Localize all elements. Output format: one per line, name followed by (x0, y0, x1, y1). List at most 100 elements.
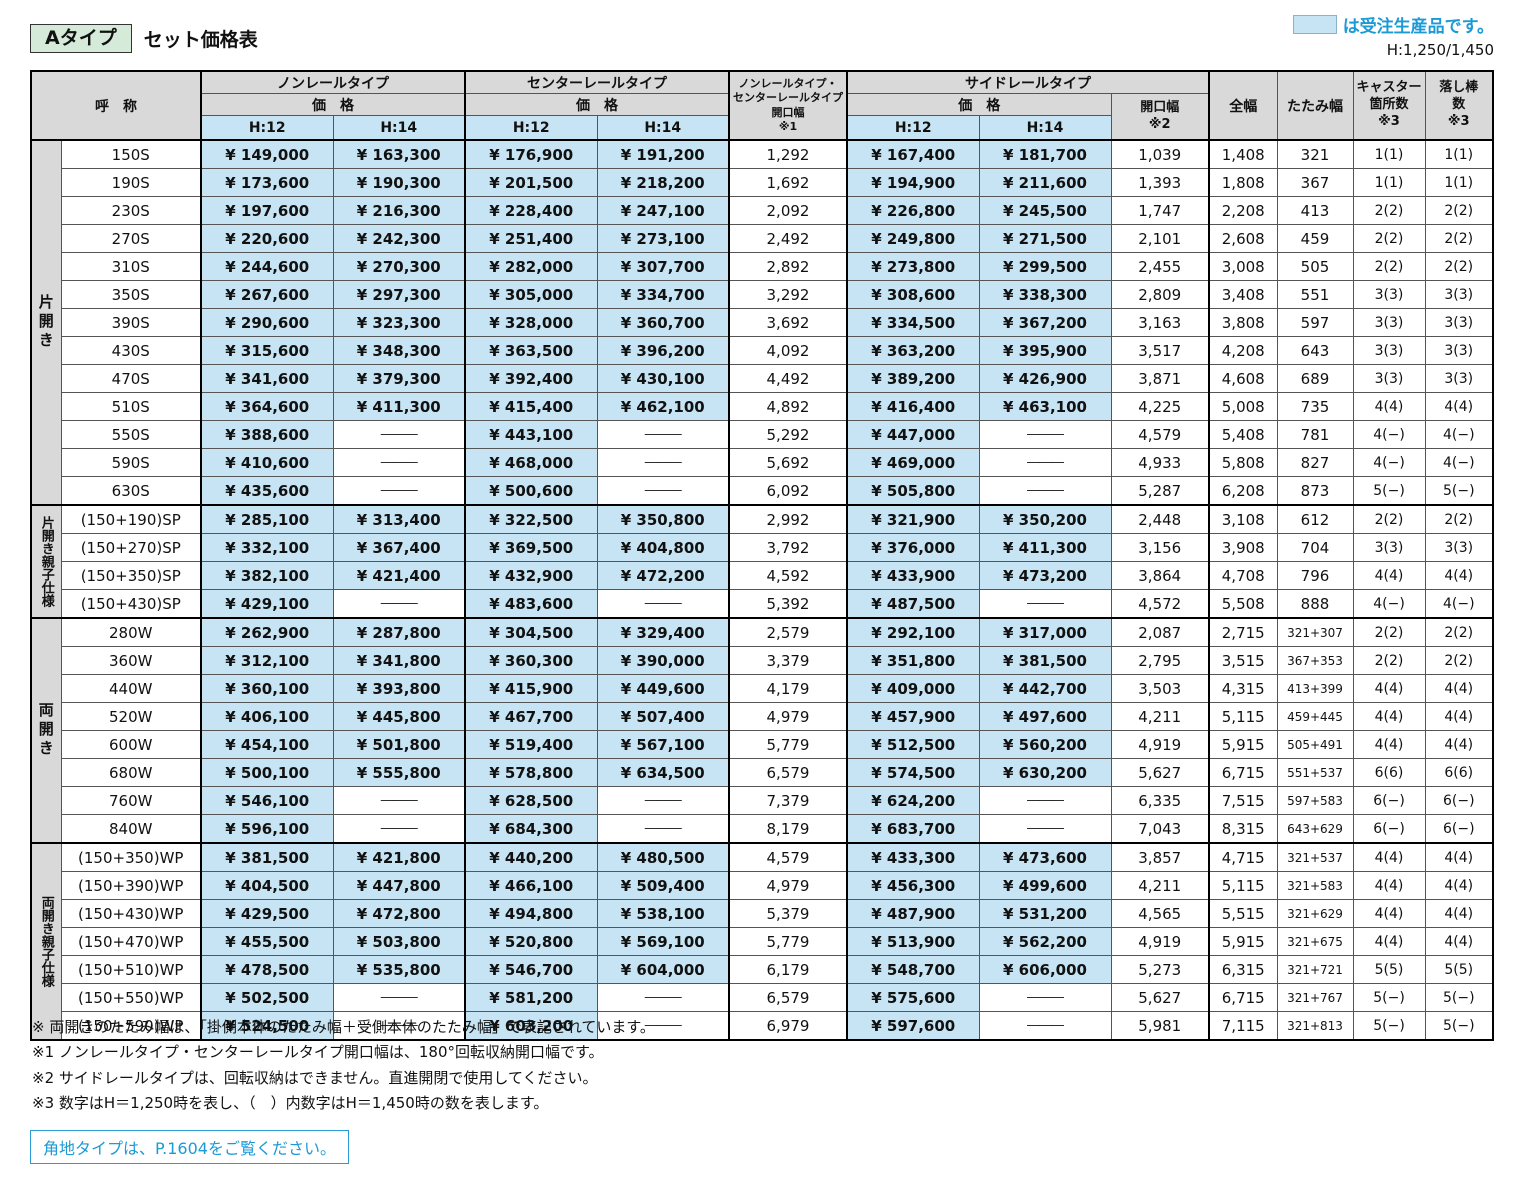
table-row: (150+590)WP ¥ 524,500 ――― ¥ 603,200 ――― 6,979… (31, 1011, 1494, 1041)
tatami-cell: 735 (1276, 392, 1354, 421)
caster-cell: 1(1) (1352, 168, 1426, 197)
nr14-cell: ¥ 445,800 (332, 702, 466, 731)
open2-cell: 4,933 (1110, 448, 1210, 477)
col-header-zenpuku: 全幅 (1208, 70, 1278, 141)
sr12-cell: ¥ 433,900 (846, 561, 980, 590)
drop-cell: 5(5) (1424, 955, 1494, 984)
zen-cell: 2,608 (1208, 224, 1278, 253)
table-row: 310S ¥ 244,600 ¥ 270,300 ¥ 282,000 ¥ 307,700… (31, 252, 1494, 281)
nr14-cell: ――― (332, 786, 466, 815)
sr12-cell: ¥ 624,200 (846, 786, 980, 815)
cr14-cell: ¥ 247,100 (596, 196, 730, 225)
caster-cell: 4(−) (1352, 448, 1426, 477)
model-name-cell: 360W (60, 646, 202, 675)
cr14-cell: ¥ 218,200 (596, 168, 730, 197)
caster-cell: 5(−) (1352, 983, 1426, 1012)
cr14-cell: ¥ 567,100 (596, 730, 730, 759)
col-header-centerrail: センターレールタイプ (464, 70, 730, 94)
cr14-cell: ¥ 480,500 (596, 842, 730, 872)
cr12-cell: ¥ 392,400 (464, 364, 598, 393)
nr12-cell: ¥ 312,100 (200, 646, 334, 675)
table-row: 片開き親子仕様 (150+190)SP ¥ 285,100 ¥ 313,400 ¥ 32… (30, 504, 1494, 619)
zen-cell: 5,508 (1208, 589, 1278, 619)
open1-cell: 6,092 (728, 476, 848, 506)
tatami-cell: 597 (1276, 308, 1354, 337)
caster-cell: 4(4) (1352, 730, 1426, 759)
zen-cell: 3,008 (1208, 252, 1278, 281)
nr12-cell: ¥ 360,100 (200, 674, 334, 703)
model-name-cell: 470S (60, 364, 202, 393)
table-row: 510S ¥ 364,600 ¥ 411,300 ¥ 415,400 ¥ 462,100… (31, 392, 1494, 421)
cr14-cell: ¥ 507,400 (596, 702, 730, 731)
nr12-cell: ¥ 364,600 (200, 392, 334, 421)
drop-cell: 4(−) (1424, 420, 1494, 449)
tatami-cell: 551 (1276, 280, 1354, 309)
nr12-cell: ¥ 382,100 (200, 561, 334, 590)
model-name-cell: (150+590)WP (60, 1011, 202, 1041)
drop-cell: 4(4) (1424, 561, 1494, 590)
sr12-cell: ¥ 273,800 (846, 252, 980, 281)
open2-cell: 4,919 (1110, 927, 1210, 956)
model-name-cell: 190S (60, 168, 202, 197)
caster-cell: 5(−) (1352, 476, 1426, 506)
sr12-cell: ¥ 456,300 (846, 871, 980, 900)
open2-cell: 6,335 (1110, 786, 1210, 815)
sr12-cell: ¥ 308,600 (846, 280, 980, 309)
made-to-order-swatch (1292, 15, 1337, 34)
zen-cell: 2,715 (1208, 617, 1278, 647)
table-row: 590S ¥ 410,600 ――― ¥ 468,000 ――― 5,692 ¥ 469,0… (31, 448, 1494, 477)
nr14-cell: ¥ 411,300 (332, 392, 466, 421)
nr12-cell: ¥ 262,900 (200, 617, 334, 647)
table-row: 190S ¥ 173,600 ¥ 190,300 ¥ 201,500 ¥ 218,200… (31, 168, 1494, 197)
sr12-cell: ¥ 487,900 (846, 899, 980, 928)
tatami-cell: 321+813 (1276, 1011, 1354, 1041)
open2-cell: 1,393 (1110, 168, 1210, 197)
table-row: 230S ¥ 197,600 ¥ 216,300 ¥ 228,400 ¥ 247,100… (31, 196, 1494, 225)
open2-cell: 4,572 (1110, 589, 1210, 619)
nr12-cell: ¥ 435,600 (200, 476, 334, 506)
cr12-cell: ¥ 228,400 (464, 196, 598, 225)
cr12-cell: ¥ 684,300 (464, 814, 598, 844)
drop-cell: 2(2) (1424, 646, 1494, 675)
tatami-cell: 597+583 (1276, 786, 1354, 815)
zen-cell: 6,715 (1208, 758, 1278, 787)
open2-cell: 1,039 (1110, 139, 1210, 169)
open2-cell: 3,871 (1110, 364, 1210, 393)
model-name-cell: 630S (60, 476, 202, 506)
open1-cell: 3,692 (728, 308, 848, 337)
nr14-cell: ¥ 535,800 (332, 955, 466, 984)
sr14-cell: ――― (978, 983, 1112, 1012)
open1-cell: 5,292 (728, 420, 848, 449)
cr12-cell: ¥ 328,000 (464, 308, 598, 337)
open1-cell: 2,092 (728, 196, 848, 225)
tatami-cell: 321 (1276, 139, 1354, 169)
drop-cell: 3(3) (1424, 533, 1494, 562)
caster-cell: 3(3) (1352, 364, 1426, 393)
sr14-cell: ¥ 630,200 (978, 758, 1112, 787)
cr12-cell: ¥ 440,200 (464, 842, 598, 872)
tatami-cell: 367+353 (1276, 646, 1354, 675)
cr14-cell: ¥ 569,100 (596, 927, 730, 956)
cr14-cell: ¥ 396,200 (596, 336, 730, 365)
table-row: (150+350)SP ¥ 382,100 ¥ 421,400 ¥ 432,900 ¥ … (31, 561, 1494, 590)
zen-cell: 1,808 (1208, 168, 1278, 197)
caster-cell: 3(3) (1352, 308, 1426, 337)
cr14-cell: ――― (596, 814, 730, 844)
zen-cell: 5,008 (1208, 392, 1278, 421)
cr14-cell: ¥ 329,400 (596, 617, 730, 647)
nr12-cell: ¥ 502,500 (200, 983, 334, 1012)
nr12-cell: ¥ 454,100 (200, 730, 334, 759)
tatami-cell: 459 (1276, 224, 1354, 253)
zen-cell: 5,115 (1208, 702, 1278, 731)
sr12-cell: ¥ 683,700 (846, 814, 980, 844)
open1-cell: 2,492 (728, 224, 848, 253)
zen-cell: 5,408 (1208, 420, 1278, 449)
sr12-cell: ¥ 469,000 (846, 448, 980, 477)
footnotes: ※ 両開きのたたみ幅は、「掛側本体のたたみ幅＋受側本体のたたみ幅」で表記されてい… (32, 1016, 655, 1117)
zen-cell: 4,208 (1208, 336, 1278, 365)
sr12-cell: ¥ 249,800 (846, 224, 980, 253)
cr12-cell: ¥ 578,800 (464, 758, 598, 787)
drop-cell: 6(−) (1424, 814, 1494, 844)
row-group-label: 両開き (30, 617, 62, 844)
opening1-line2: センターレールタイプ (733, 91, 843, 105)
